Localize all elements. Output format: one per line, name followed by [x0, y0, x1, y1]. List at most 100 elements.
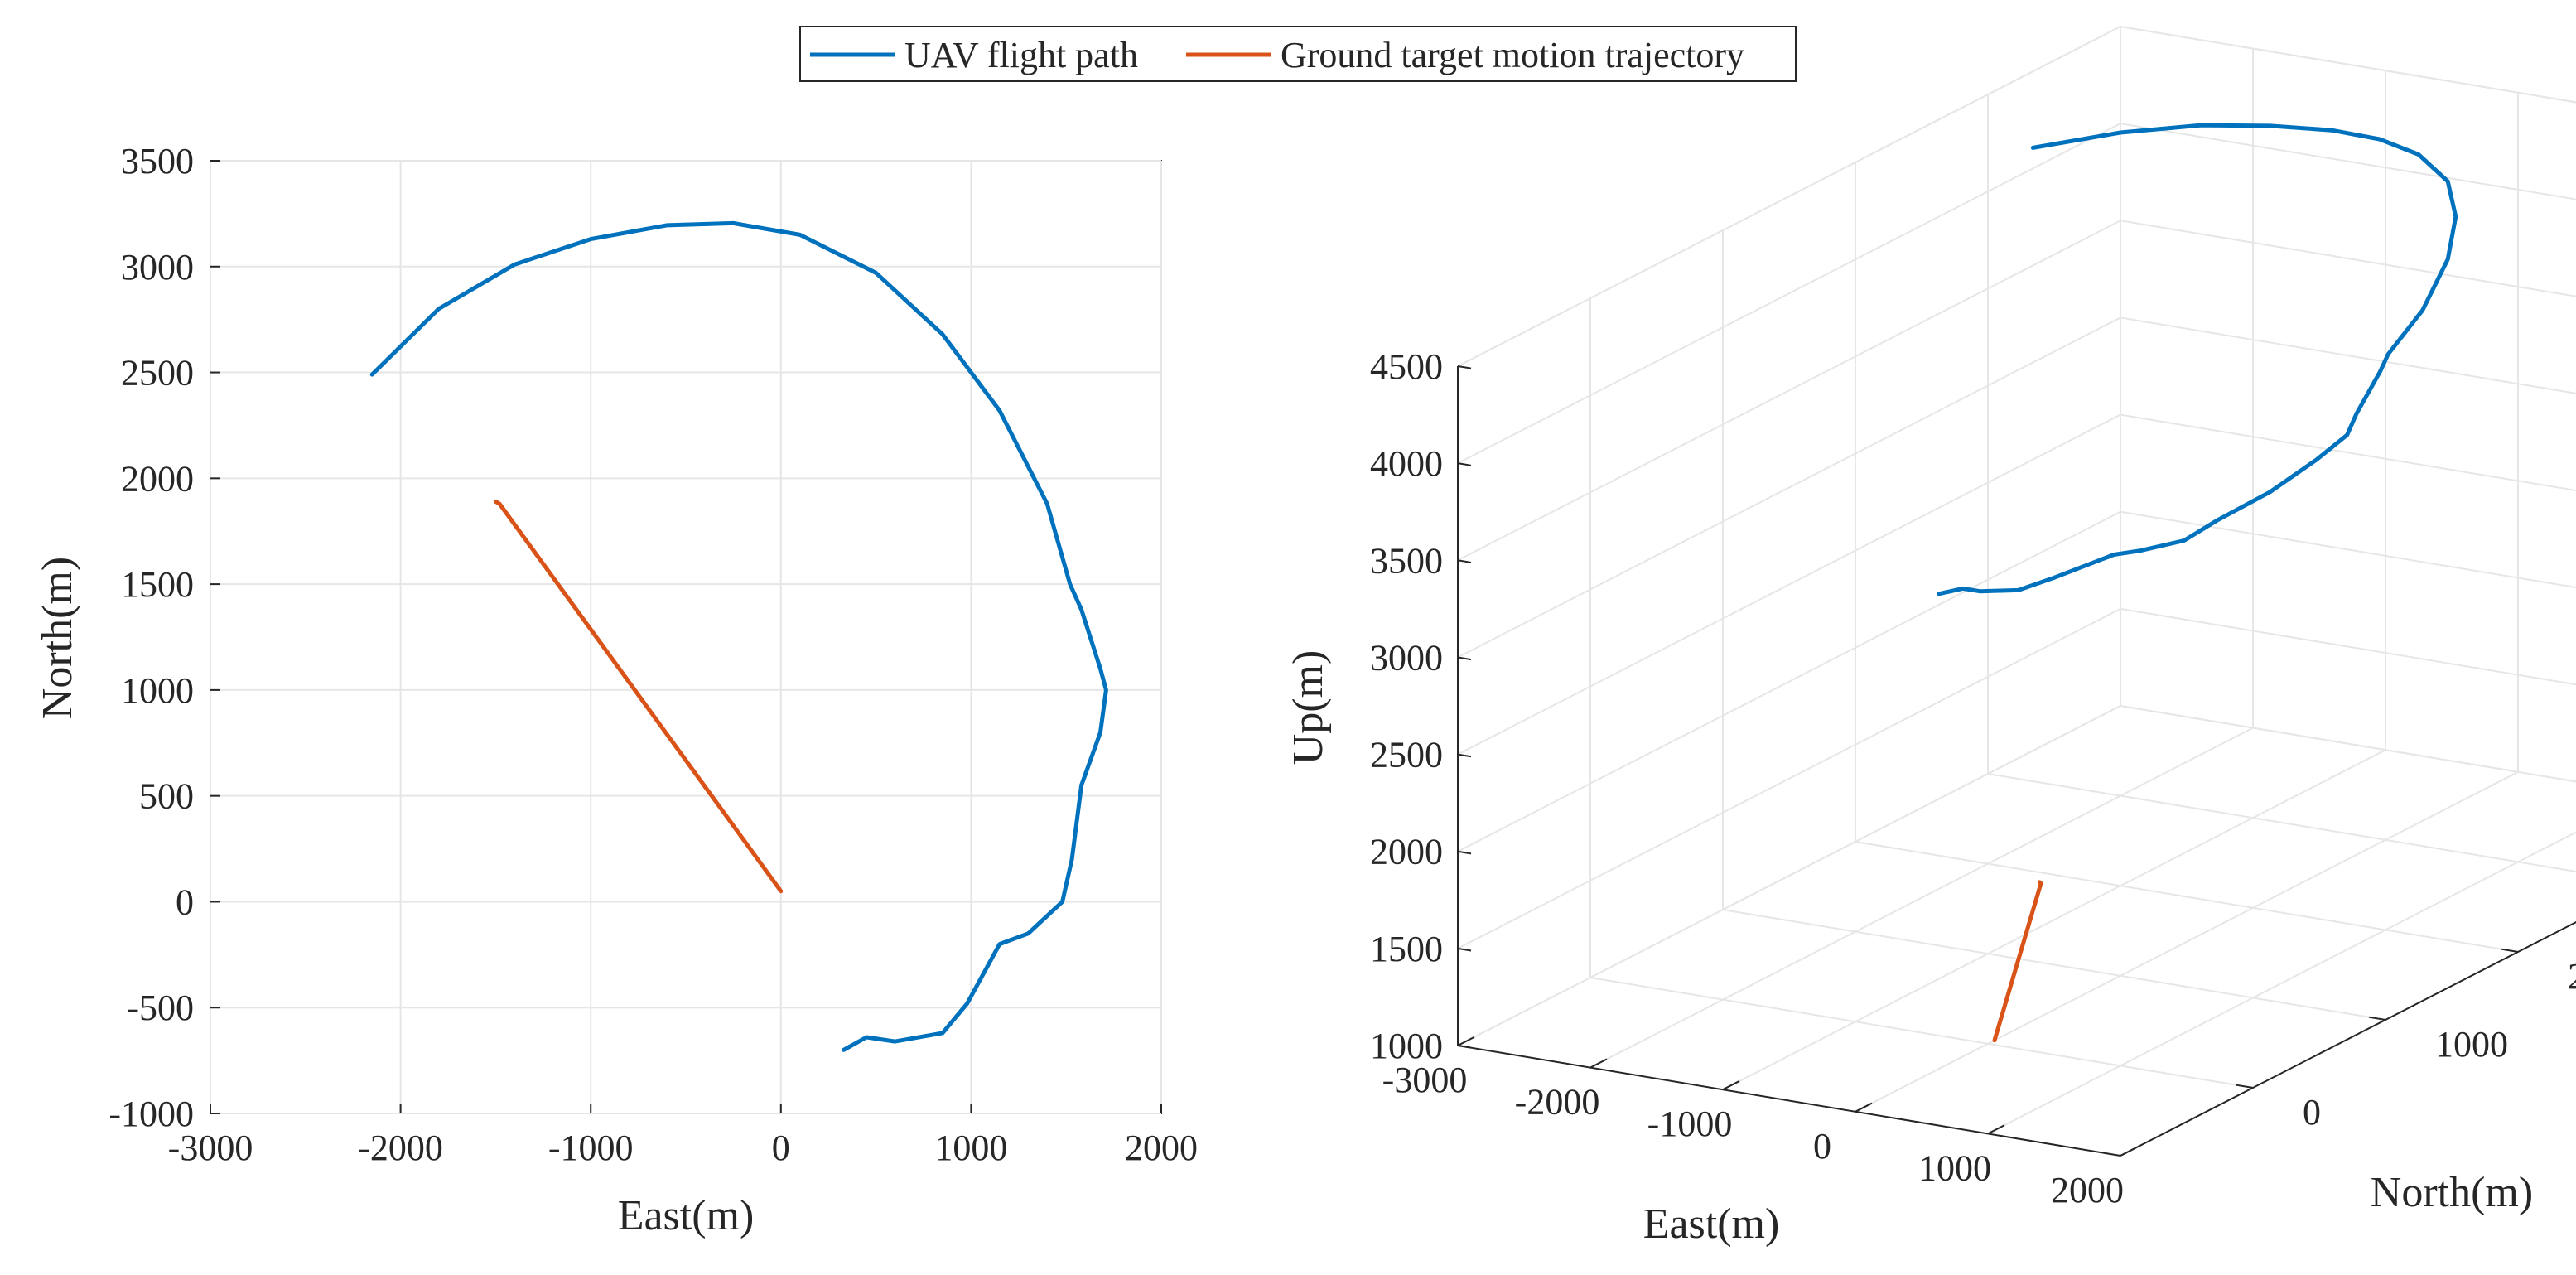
plot-3d-ticks: -3000 -2000 -1000 0 1000 2000 0 1000 2000 3000 400… [1370, 346, 2576, 1210]
tick3d-label-z: 3000 [1370, 637, 1443, 678]
tick-label-y: 2500 [121, 353, 194, 394]
axis3d-y-line [2120, 921, 2576, 1157]
grid3d-left-z [1457, 220, 2121, 562]
grid3d-back-z [2120, 510, 2576, 589]
grid3d-floor-y [1855, 841, 2519, 953]
tick3d-label-x: 0 [1813, 1126, 1831, 1166]
legend-label-uav: UAV flight path [904, 35, 1138, 75]
grid3d-back-z [2120, 123, 2576, 200]
tick3d-mark-y [2501, 948, 2519, 953]
tick3d-label-z: 2000 [1370, 832, 1443, 872]
legend: UAV flight path Ground target motion tra… [799, 26, 1797, 82]
grid3d-floor-y [1987, 773, 2576, 873]
tick3d-mark-z [1457, 850, 1472, 855]
tick-label-x: 1000 [934, 1128, 1007, 1168]
grid3d-back-z [2120, 26, 2576, 104]
grid3d-back-z [2120, 413, 2576, 492]
tick3d-label-x: -3000 [1382, 1060, 1468, 1100]
tick3d-mark-z [1457, 656, 1472, 661]
plot-2d-series [369, 220, 1108, 1052]
tick3d-label-y: 2000 [2568, 956, 2576, 997]
tick-label-y: 500 [139, 776, 194, 817]
grid3d-left-z [1457, 123, 2121, 465]
series3d-line-uav [1937, 123, 2458, 596]
tick3d-mark-x [2120, 1146, 2138, 1157]
plot-3d-xlabel: East(m) [1643, 1200, 1780, 1248]
series3d-line-target [1992, 880, 2043, 1043]
series-line-uav [369, 220, 1108, 1052]
tick-label-y: 1500 [121, 564, 194, 605]
plot-3d-axes [1457, 366, 2576, 1157]
grid3d-edge [1457, 26, 2121, 367]
tick3d-mark-y [2368, 1016, 2386, 1021]
tick3d-mark-z [1457, 753, 1472, 758]
tick3d-label-y: 0 [2303, 1092, 2321, 1133]
tick-label-y: -1000 [109, 1094, 194, 1134]
grid3d-floor-x [1722, 749, 2386, 1091]
grid3d-floor-y [1589, 977, 2254, 1089]
plot-2d-grid [210, 160, 1162, 1114]
grid3d-floor-x [1987, 831, 2576, 1135]
legend-label-target: Ground target motion trajectory [1281, 35, 1744, 75]
tick3d-label-z: 1000 [1370, 1026, 1443, 1066]
tick3d-label-z: 1500 [1370, 929, 1443, 969]
tick3d-mark-x [1457, 1036, 1475, 1046]
grid3d-floor-x [1589, 727, 2254, 1069]
plot-3d-series [1937, 123, 2458, 1043]
tick3d-mark-x [1855, 1102, 1873, 1113]
grid3d-left-z [1457, 607, 2121, 949]
tick-label-y: 2000 [121, 458, 194, 499]
series-line-target [493, 499, 784, 894]
grid3d-left-z [1457, 510, 2121, 852]
tick-label-x: 0 [772, 1128, 790, 1168]
tick3d-label-x: 2000 [2051, 1170, 2124, 1210]
plot-2d: -3000 -2000 -1000 0 1000 2000 -1000 -500 0 500 100… [34, 141, 1198, 1239]
tick3d-mark-z [1457, 462, 1472, 466]
tick3d-mark-z [1457, 365, 1472, 369]
tick-label-x: -2000 [358, 1128, 443, 1168]
tick-label-y: 3000 [121, 247, 194, 287]
tick3d-label-z: 3500 [1370, 540, 1443, 581]
legend-box [799, 26, 1797, 82]
plot-3d-zlabel: Up(m) [1285, 650, 1332, 765]
tick3d-mark-y [2236, 1084, 2254, 1089]
grid3d-back-z [2120, 607, 2576, 686]
plot-2d-ylabel: North(m) [34, 557, 81, 719]
tick-label-x: 2000 [1125, 1128, 1198, 1168]
grid3d-floor-x [1855, 770, 2519, 1113]
tick-label-x: -3000 [168, 1128, 253, 1168]
tick3d-mark-x [1589, 1058, 1608, 1069]
tick3d-mark-x [1987, 1124, 2005, 1135]
tick-label-y: 1000 [121, 670, 194, 711]
plot-2d-ticks: -3000 -2000 -1000 0 1000 2000 -1000 -500 0 500 100… [109, 141, 1198, 1168]
tick3d-label-y: 1000 [2435, 1024, 2508, 1065]
tick-label-y: 0 [176, 881, 194, 922]
tick3d-mark-z [1457, 1045, 1472, 1049]
tick3d-label-z: 4000 [1370, 443, 1443, 484]
grid3d-back-z [2120, 220, 2576, 297]
tick3d-mark-z [1457, 559, 1472, 563]
plot-2d-xlabel: East(m) [618, 1192, 755, 1239]
tick-label-y: 3500 [121, 141, 194, 181]
tick3d-label-x: 1000 [1918, 1147, 1991, 1188]
tick-label-x: -1000 [548, 1128, 634, 1168]
grid3d-floor-y [1722, 909, 2386, 1021]
tick3d-mark-z [1457, 947, 1472, 952]
axis3d-x-line [1457, 1045, 2121, 1157]
grid3d-back-z [2120, 705, 2576, 783]
tick3d-mark-x [1722, 1080, 1740, 1091]
grid3d-left-z [1457, 316, 2121, 659]
tick3d-label-z: 2500 [1370, 735, 1443, 775]
grid3d-edge [2120, 26, 2576, 104]
tick3d-label-x: -1000 [1647, 1104, 1733, 1144]
grid3d-left-z [1457, 413, 2121, 756]
plot-3d-ylabel: North(m) [2371, 1169, 2533, 1216]
tick-label-y: -500 [127, 988, 194, 1028]
plot-2d-axes-box [210, 160, 1162, 1114]
grid3d-back-z [2120, 316, 2576, 394]
grid3d-left-z [1457, 705, 2121, 1046]
tick3d-label-x: -2000 [1515, 1082, 1600, 1123]
plot-3d: -3000 -2000 -1000 0 1000 2000 0 1000 2000 3000 400… [1285, 26, 2576, 1248]
tick3d-label-z: 4500 [1370, 346, 1443, 387]
